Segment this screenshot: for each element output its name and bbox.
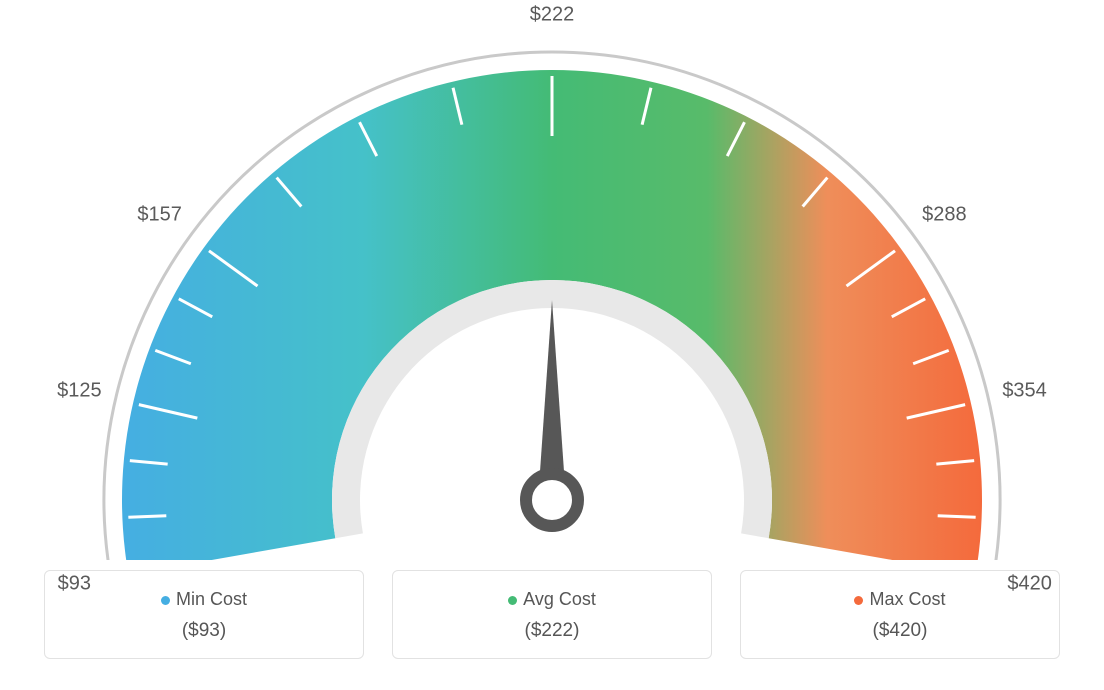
legend-label-min: Min Cost: [176, 589, 247, 609]
gauge-tick-label: $125: [57, 379, 102, 402]
legend-card-avg: Avg Cost ($222): [392, 570, 712, 659]
legend-card-min: Min Cost ($93): [44, 570, 364, 659]
gauge-tick-label: $157: [137, 203, 182, 226]
legend-value-min: ($93): [55, 620, 353, 642]
gauge-svg: [0, 0, 1104, 560]
gauge-tick-label: $354: [1002, 379, 1047, 402]
legend-row: Min Cost ($93) Avg Cost ($222) Max Cost …: [0, 570, 1104, 659]
gauge-tick-label: $420: [1007, 573, 1052, 596]
legend-dot-max: [854, 596, 863, 605]
gauge-tick-label: $93: [58, 573, 91, 596]
legend-title-max: Max Cost: [751, 589, 1049, 610]
gauge-tick-label: $222: [530, 4, 575, 27]
legend-title-avg: Avg Cost: [403, 589, 701, 610]
legend-label-avg: Avg Cost: [523, 589, 596, 609]
legend-title-min: Min Cost: [55, 589, 353, 610]
legend-value-max: ($420): [751, 620, 1049, 642]
legend-label-max: Max Cost: [869, 589, 945, 609]
gauge-chart: $93$125$157$222$288$354$420: [0, 0, 1104, 560]
legend-value-avg: ($222): [403, 620, 701, 642]
legend-dot-min: [161, 596, 170, 605]
legend-dot-avg: [508, 596, 517, 605]
gauge-tick-label: $288: [922, 203, 967, 226]
